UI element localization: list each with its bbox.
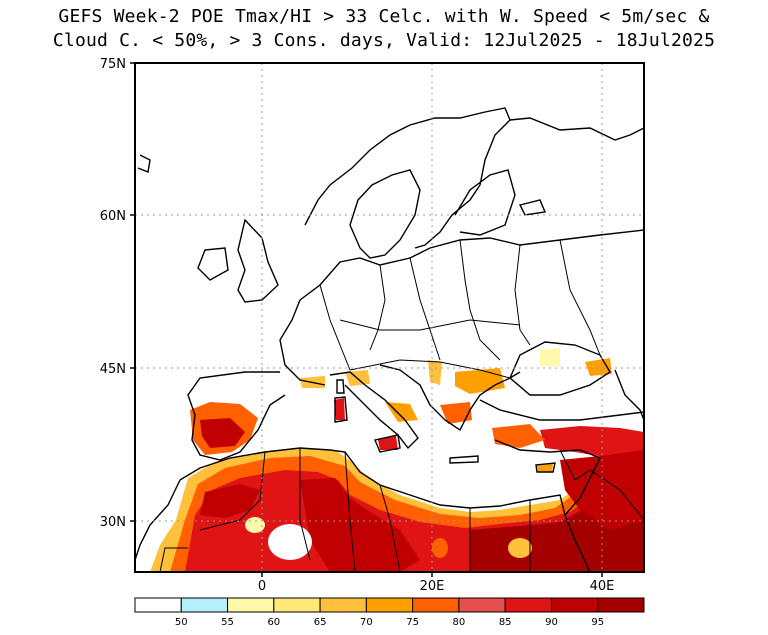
colorbar-swatch <box>458 597 506 613</box>
colorbar-label: 65 <box>314 617 327 628</box>
colorbar-swatch <box>180 597 229 613</box>
coast-iceland <box>137 154 151 173</box>
coast-balkans <box>379 364 521 432</box>
border-15 <box>559 449 644 521</box>
colorbar: 50 55 60 65 70 75 80 85 90 95 <box>134 597 645 628</box>
borders <box>159 239 644 572</box>
axis-ticks <box>130 62 603 577</box>
border-11 <box>379 484 401 572</box>
coast-norway <box>304 107 511 249</box>
coast-britain <box>237 218 279 303</box>
map-title-line-1: GEFS Week-2 POE Tmax/HI > 33 Celc. with … <box>58 6 710 27</box>
shading-caucasus <box>585 358 612 376</box>
shading-gap-3 <box>508 538 532 558</box>
border-7 <box>349 359 511 379</box>
map-title-line-2: Cloud C. < 50%, > 3 Cons. days, Valid: 1… <box>52 30 716 51</box>
shading-algeria-core <box>300 478 420 572</box>
shading-cyprus <box>537 464 553 472</box>
coast-levant <box>564 457 601 516</box>
colorbar-swatch <box>134 597 182 613</box>
coast-finland <box>454 169 516 236</box>
colorbar-label: 55 <box>221 617 234 628</box>
shading-crimea <box>540 348 560 366</box>
coast-ireland <box>197 247 229 281</box>
colorbar-label: 75 <box>406 617 419 628</box>
map-area <box>135 63 644 572</box>
coast-turkey-south <box>494 439 601 459</box>
lon-label-0: 0 <box>258 579 266 594</box>
coast-sweden <box>349 169 421 259</box>
coast-europe-west <box>299 229 644 301</box>
coast-kola <box>509 117 644 141</box>
colorbar-label: 60 <box>267 617 280 628</box>
colorbar-swatch <box>365 597 414 613</box>
colorbar-label: 85 <box>499 617 512 628</box>
colorbar-label: 70 <box>360 617 373 628</box>
border-4 <box>459 239 501 361</box>
lat-label-45n: 45N <box>100 362 126 377</box>
border-9 <box>199 451 266 531</box>
lon-label-40e: 40E <box>590 579 615 594</box>
coast-iberia <box>187 371 286 461</box>
shading-sicily <box>378 436 398 450</box>
graticule <box>135 63 644 572</box>
coast-italy <box>329 371 419 450</box>
coast-crete <box>449 455 479 464</box>
shading-italy-coast <box>385 402 418 422</box>
border-10 <box>344 451 356 572</box>
coast-red-sea <box>564 514 591 572</box>
coast-corsica <box>336 379 345 394</box>
shading-serbia <box>428 360 442 385</box>
coast-novaya-island <box>518 199 546 216</box>
coast-north-africa <box>179 447 566 516</box>
shading-sardinia <box>334 398 345 420</box>
lat-label-60n: 60N <box>100 209 126 224</box>
coast-black-sea <box>509 341 611 396</box>
map-frame <box>134 62 645 573</box>
colorbar-label: 80 <box>453 617 466 628</box>
colorbar-swatch <box>227 597 275 613</box>
colorbar-label: 50 <box>175 617 188 628</box>
coast-africa-west <box>135 479 181 561</box>
border-1 <box>319 284 351 371</box>
border-2 <box>369 264 386 351</box>
shading-anatolia <box>492 424 545 448</box>
border-6 <box>339 319 521 331</box>
coast-sicily <box>374 434 401 453</box>
shading-gap-1 <box>268 524 312 560</box>
shading-iberia-core <box>200 418 245 448</box>
colorbar-swatch <box>319 597 367 613</box>
border-8 <box>559 239 601 356</box>
lon-label-20e: 20E <box>420 579 445 594</box>
lat-label-30n: 30N <box>100 515 126 530</box>
colorbar-swatch <box>504 597 552 613</box>
border-5 <box>514 244 531 346</box>
border-3 <box>409 257 441 361</box>
border-14 <box>299 448 311 561</box>
coast-caspian <box>614 369 644 421</box>
coast-france <box>279 299 326 386</box>
colorbar-label: 95 <box>591 617 604 628</box>
shading-turkey-east <box>540 426 644 460</box>
colorbar-swatch <box>412 597 460 613</box>
shading-balkans <box>455 368 505 394</box>
border-16 <box>159 547 188 572</box>
shading-gap-4 <box>432 538 448 558</box>
shading-greece <box>440 402 472 424</box>
coastlines <box>135 107 644 572</box>
coast-sardinia <box>334 396 348 423</box>
coast-cyprus <box>535 462 556 473</box>
probability-shading <box>150 348 644 572</box>
coast-turkey <box>479 399 644 421</box>
colorbar-label: 90 <box>545 617 558 628</box>
colorbar-swatch <box>550 597 599 613</box>
colorbar-swatch <box>273 597 321 613</box>
colorbar-swatch <box>597 597 645 613</box>
shading-morocco-core <box>200 484 260 518</box>
lat-label-75n: 75N <box>100 57 126 72</box>
